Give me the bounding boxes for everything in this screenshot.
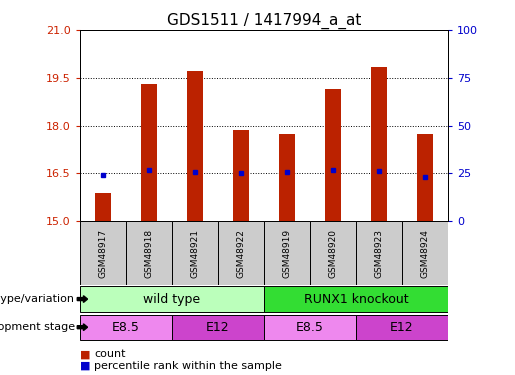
Bar: [264, 221, 310, 285]
Bar: [172, 221, 218, 285]
Text: GSM48918: GSM48918: [144, 228, 153, 278]
Bar: [356, 221, 402, 285]
Text: GSM48917: GSM48917: [98, 228, 107, 278]
Text: GSM48924: GSM48924: [421, 229, 430, 278]
Bar: [310, 221, 356, 285]
Bar: [80, 315, 172, 340]
Text: ■: ■: [80, 349, 90, 359]
Text: E8.5: E8.5: [112, 321, 140, 334]
Bar: [141, 84, 157, 221]
Bar: [402, 221, 448, 285]
Bar: [80, 221, 126, 285]
Bar: [80, 286, 264, 312]
Bar: [325, 89, 341, 221]
Bar: [264, 286, 448, 312]
Bar: [218, 221, 264, 285]
Text: GSM48921: GSM48921: [191, 229, 199, 278]
Text: genotype/variation: genotype/variation: [0, 294, 75, 304]
Text: percentile rank within the sample: percentile rank within the sample: [94, 361, 282, 371]
Text: E8.5: E8.5: [296, 321, 324, 334]
Title: GDS1511 / 1417994_a_at: GDS1511 / 1417994_a_at: [167, 12, 361, 28]
Bar: [172, 315, 264, 340]
Bar: [356, 315, 448, 340]
Bar: [417, 134, 433, 221]
Bar: [279, 134, 295, 221]
Text: E12: E12: [390, 321, 414, 334]
Bar: [187, 71, 203, 221]
Bar: [264, 315, 356, 340]
Text: GSM48920: GSM48920: [329, 229, 337, 278]
Text: count: count: [94, 349, 126, 359]
Bar: [126, 221, 172, 285]
Text: E12: E12: [206, 321, 230, 334]
Text: ■: ■: [80, 361, 90, 371]
Text: GSM48919: GSM48919: [282, 228, 291, 278]
Text: RUNX1 knockout: RUNX1 knockout: [304, 292, 408, 306]
Text: wild type: wild type: [143, 292, 200, 306]
Bar: [371, 67, 387, 221]
Text: development stage: development stage: [0, 322, 75, 332]
Text: GSM48922: GSM48922: [236, 229, 246, 278]
Bar: [233, 130, 249, 221]
Bar: [95, 193, 111, 221]
Text: GSM48923: GSM48923: [374, 229, 384, 278]
